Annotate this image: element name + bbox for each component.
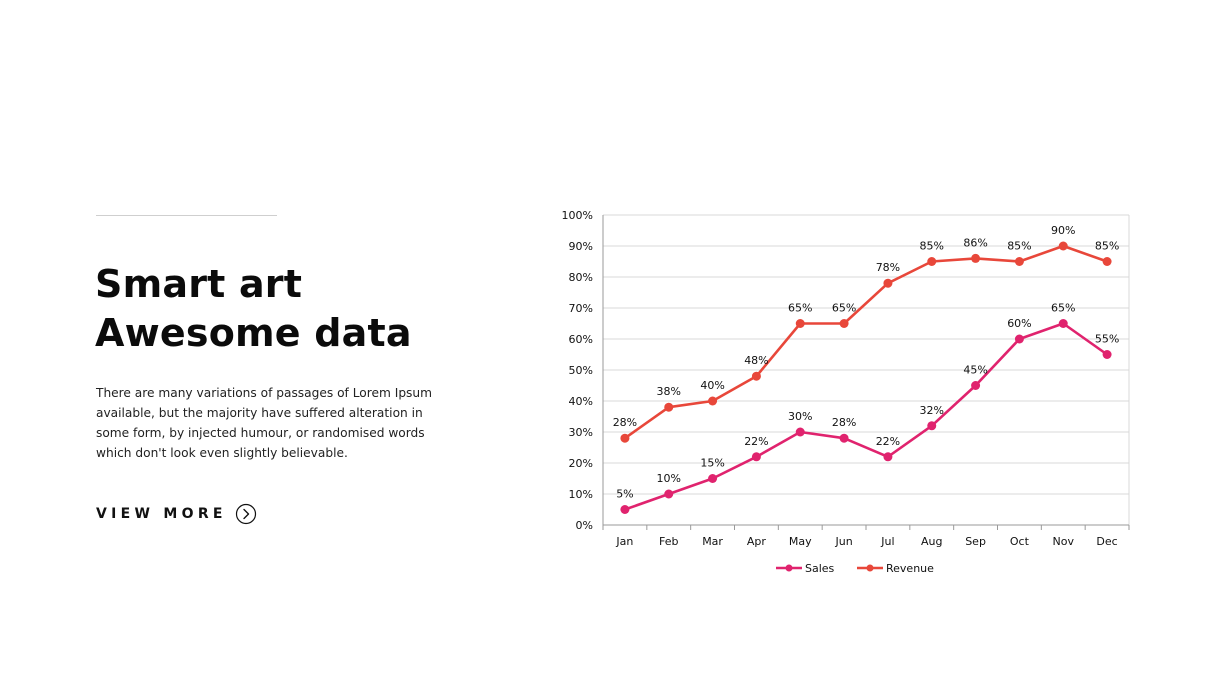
data-point-revenue: [795, 319, 805, 328]
data-point-revenue: [620, 433, 630, 443]
y-tick-label: 10%: [569, 488, 593, 501]
chevron-right-circle-icon: [235, 503, 257, 525]
series-line-sales: [624, 322, 1108, 511]
data-label-revenue: 65%: [832, 302, 856, 315]
data-point-revenue: [927, 257, 937, 266]
data-point-sales: [1014, 334, 1024, 344]
data-label-sales: 32%: [920, 404, 944, 417]
x-tick-label: Jul: [880, 535, 894, 548]
data-point-sales: [1102, 350, 1112, 359]
y-tick-label: 30%: [569, 426, 593, 439]
data-point-sales: [751, 452, 761, 462]
data-point-sales: [927, 421, 937, 431]
data-point-sales: [620, 505, 630, 514]
y-tick-label: 80%: [569, 271, 593, 284]
legend-marker-sales: [785, 564, 793, 572]
data-label-revenue: 85%: [1007, 240, 1031, 253]
data-point-revenue: [971, 253, 981, 263]
data-label-sales: 15%: [700, 457, 724, 470]
y-tick-label: 70%: [569, 302, 593, 315]
x-tick-label: Sep: [965, 535, 986, 548]
x-tick-label: Jan: [615, 535, 633, 548]
data-label-revenue: 85%: [920, 240, 944, 253]
data-label-sales: 60%: [1007, 317, 1031, 330]
data-label-sales: 5%: [616, 488, 633, 501]
data-point-sales: [1058, 319, 1068, 328]
data-label-sales: 30%: [788, 410, 812, 423]
title-line-1: Smart art: [95, 262, 303, 306]
data-label-revenue: 78%: [876, 261, 900, 274]
data-label-revenue: 85%: [1095, 240, 1119, 253]
x-tick-label: Dec: [1096, 535, 1117, 548]
data-label-revenue: 90%: [1051, 224, 1075, 237]
legend-marker-revenue: [866, 564, 874, 572]
x-tick-label: Feb: [659, 535, 678, 548]
data-point-revenue: [751, 371, 761, 381]
data-point-revenue: [708, 396, 718, 406]
data-point-sales: [971, 381, 981, 390]
data-label-revenue: 48%: [744, 354, 768, 367]
x-tick-label: Aug: [921, 535, 942, 548]
x-tick-label: Mar: [702, 535, 723, 548]
x-tick-label: Jun: [834, 535, 852, 548]
y-tick-label: 40%: [569, 395, 593, 408]
description-text: There are many variations of passages of…: [96, 386, 433, 460]
legend-label-sales: Sales: [805, 562, 835, 575]
data-label-sales: 10%: [657, 472, 681, 485]
y-tick-label: 20%: [569, 457, 593, 470]
y-tick-label: 100%: [562, 209, 593, 222]
data-label-revenue: 38%: [657, 385, 681, 398]
y-tick-label: 0%: [576, 519, 593, 532]
data-point-revenue: [1102, 257, 1112, 266]
data-label-revenue: 86%: [963, 236, 987, 249]
series-line-revenue: [624, 244, 1108, 440]
data-label-sales: 22%: [744, 435, 768, 448]
page-title: Smart art Awesome data: [95, 260, 412, 358]
view-more-label: VIEW MORE: [96, 506, 227, 522]
data-point-sales: [708, 474, 718, 483]
data-point-revenue: [664, 402, 674, 412]
title-divider: [96, 215, 277, 216]
data-label-sales: 28%: [832, 416, 856, 429]
x-tick-label: Apr: [747, 535, 767, 548]
y-tick-label: 60%: [569, 333, 593, 346]
data-label-sales: 55%: [1095, 333, 1119, 346]
y-tick-label: 50%: [569, 364, 593, 377]
data-point-revenue: [1014, 257, 1024, 266]
y-tick-label: 90%: [569, 240, 593, 253]
view-more-button[interactable]: VIEW MORE: [96, 503, 257, 525]
data-label-revenue: 65%: [788, 302, 812, 315]
data-point-revenue: [1058, 241, 1068, 251]
x-tick-label: Oct: [1010, 535, 1030, 548]
x-tick-label: Nov: [1053, 535, 1075, 548]
data-label-revenue: 40%: [700, 379, 724, 392]
data-label-sales: 65%: [1051, 302, 1075, 315]
x-tick-label: May: [789, 535, 812, 548]
data-point-sales: [795, 427, 805, 437]
data-label-sales: 45%: [963, 364, 987, 377]
data-point-sales: [839, 433, 849, 443]
data-point-sales: [883, 452, 893, 462]
data-point-revenue: [839, 319, 849, 328]
legend-label-revenue: Revenue: [886, 562, 934, 575]
data-point-revenue: [883, 278, 893, 288]
data-label-sales: 22%: [876, 435, 900, 448]
title-line-2: Awesome data: [95, 311, 412, 355]
data-label-revenue: 28%: [613, 416, 637, 429]
data-point-sales: [664, 489, 674, 499]
